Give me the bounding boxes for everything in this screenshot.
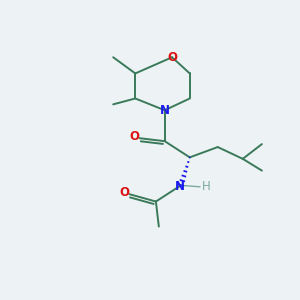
- Text: N: N: [160, 104, 170, 117]
- Text: N: N: [174, 180, 184, 193]
- Text: O: O: [167, 51, 177, 64]
- Text: H: H: [202, 180, 210, 193]
- Text: O: O: [129, 130, 140, 143]
- Text: O: O: [119, 186, 129, 199]
